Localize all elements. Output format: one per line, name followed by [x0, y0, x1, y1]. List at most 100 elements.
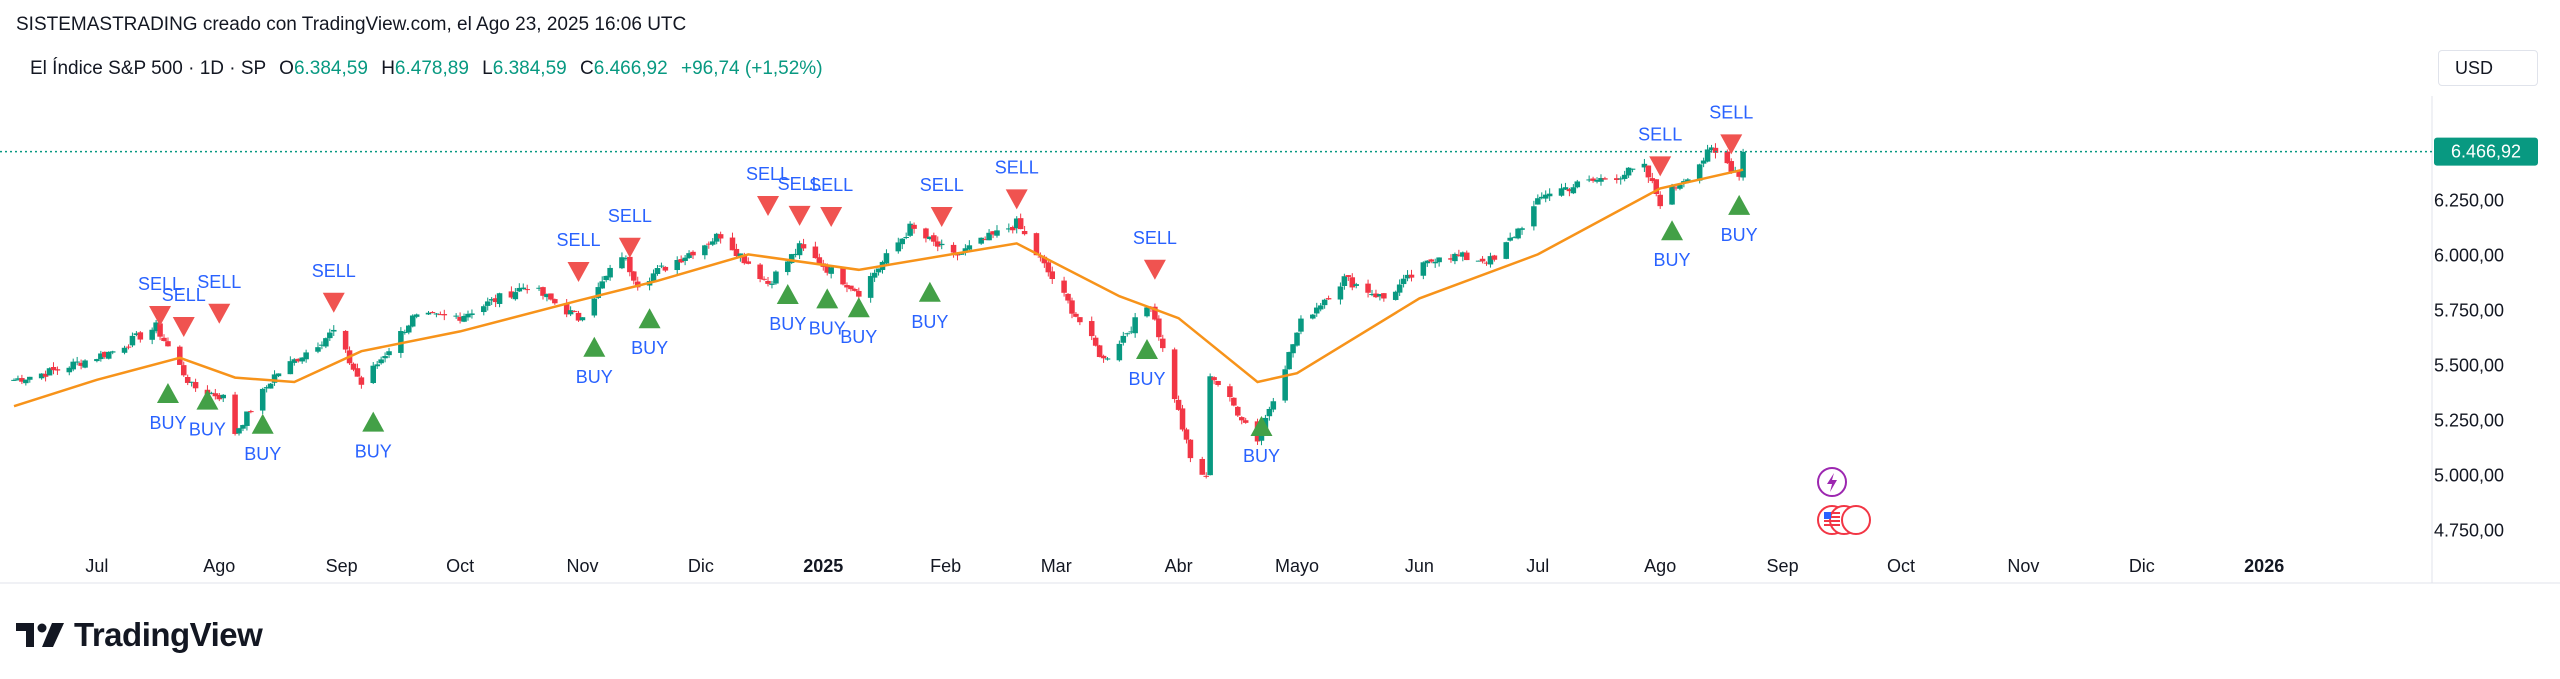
buy-signal-marker — [1661, 220, 1684, 241]
sell-signal-label: SELL — [995, 157, 1039, 177]
candle-body — [595, 287, 602, 298]
candle-body — [133, 333, 140, 335]
sell-signal-marker — [618, 237, 641, 258]
candle-body — [871, 272, 878, 278]
candle-body — [903, 236, 909, 238]
buy-signal-marker — [918, 281, 941, 302]
candle-body — [1373, 293, 1379, 298]
candle-body — [496, 293, 503, 304]
candle-body — [1266, 408, 1273, 417]
candle-body — [82, 360, 88, 368]
candle-body — [1381, 293, 1387, 299]
candle-body — [1353, 284, 1359, 286]
x-tick-label: Jul — [85, 556, 108, 576]
candle-body — [552, 299, 558, 304]
candle-body — [1448, 258, 1454, 260]
candle-body — [599, 281, 605, 289]
candle-body — [469, 313, 475, 315]
candle-body — [765, 280, 771, 284]
candle-body — [1211, 377, 1217, 381]
flag-stripe — [1824, 512, 1840, 514]
sell-signal-marker — [930, 207, 953, 227]
sell-signal-label: SELL — [1133, 228, 1177, 248]
candle-body — [717, 234, 724, 239]
candle-body — [1286, 352, 1292, 370]
candle-body — [1594, 179, 1600, 182]
buy-signal-marker — [847, 297, 870, 318]
candle-body — [481, 306, 487, 313]
candle-body — [1602, 178, 1608, 180]
tradingview-logo-icon — [16, 623, 64, 647]
candle-body — [425, 312, 432, 315]
buy-signal-marker — [776, 284, 799, 304]
candle-body — [1625, 167, 1632, 176]
candle-body — [398, 331, 404, 353]
sell-signal-label: SELL — [162, 285, 206, 305]
candle-body — [1432, 261, 1438, 264]
y-tick-label: 6.000,00 — [2434, 245, 2504, 265]
candle-body — [1645, 165, 1652, 178]
candle-body — [1475, 260, 1482, 262]
candle-body — [1242, 420, 1249, 423]
candle-body — [1542, 194, 1549, 199]
candle-body — [524, 289, 530, 291]
symbol-name[interactable]: El Índice S&P 500 · 1D · SP — [30, 58, 266, 79]
candle-body — [19, 378, 25, 382]
candle-body — [315, 347, 321, 352]
candle-body — [607, 267, 613, 278]
candle-body — [165, 341, 171, 347]
candle-body — [15, 378, 21, 380]
candle-body — [1104, 358, 1111, 360]
sell-signal-label: SELL — [138, 274, 182, 294]
candle-body — [378, 359, 384, 364]
candle-body — [358, 377, 365, 385]
buy-signal-label: BUY — [1128, 369, 1165, 389]
candle-body — [1049, 271, 1056, 280]
candle-body — [1231, 397, 1237, 406]
candle-body — [1369, 294, 1375, 296]
candle-body — [1175, 399, 1182, 410]
flag-stripe — [1824, 520, 1840, 522]
candle-body — [1535, 198, 1541, 205]
candle-body — [796, 243, 803, 256]
candle-body — [27, 376, 33, 380]
candle-body — [1657, 194, 1663, 207]
candle-body — [1653, 179, 1660, 194]
candle-body — [788, 254, 795, 263]
currency-selector[interactable]: USD — [2438, 50, 2538, 86]
candle-body — [488, 299, 495, 301]
candle-body — [986, 232, 992, 241]
candle-body — [1669, 185, 1675, 205]
candle-body — [662, 266, 669, 271]
buy-signal-label: BUY — [1721, 225, 1758, 245]
candle-body — [177, 346, 183, 365]
candle-body — [1614, 178, 1620, 180]
candle-body — [1077, 317, 1083, 323]
low-value: 6.384,59 — [492, 58, 567, 79]
candle-body — [733, 248, 740, 257]
candle-body — [1728, 161, 1735, 172]
buy-signal-label: BUY — [911, 312, 948, 332]
candle-body — [465, 313, 471, 318]
candle-body — [188, 381, 195, 383]
candle-body — [1298, 318, 1304, 332]
candle-body — [153, 322, 159, 332]
candle-body — [1010, 226, 1016, 231]
candle-body — [1736, 170, 1742, 177]
candle-body — [220, 394, 226, 399]
sell-signal-label: SELL — [778, 174, 822, 194]
candle-body — [729, 237, 736, 251]
candle-body — [1507, 237, 1513, 241]
candle-body — [94, 359, 100, 362]
candle-body — [938, 243, 945, 246]
buy-signal-label: BUY — [244, 444, 281, 464]
candle-body — [1128, 331, 1134, 333]
candle-body — [350, 363, 357, 370]
x-tick-label: Ago — [1644, 556, 1676, 576]
candle-body — [1463, 252, 1470, 261]
sell-signal-marker — [322, 292, 345, 313]
candle-body — [1116, 343, 1123, 361]
candle-body — [370, 365, 377, 384]
candle-body — [1483, 262, 1490, 264]
